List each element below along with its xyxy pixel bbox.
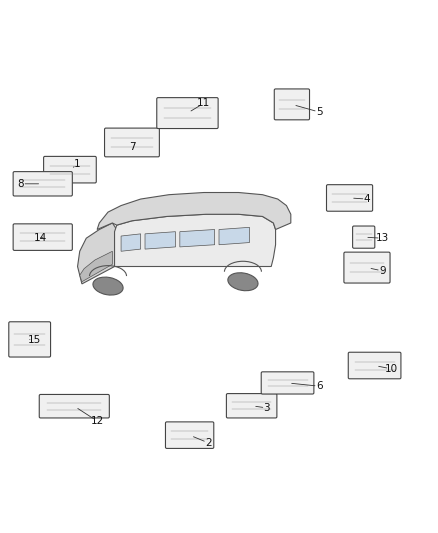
- Text: 1: 1: [74, 159, 81, 169]
- FancyBboxPatch shape: [13, 224, 72, 251]
- Text: 7: 7: [129, 142, 135, 152]
- Text: 2: 2: [205, 438, 212, 448]
- Text: 11: 11: [197, 98, 210, 108]
- Polygon shape: [121, 234, 141, 251]
- Text: 3: 3: [264, 403, 270, 413]
- FancyBboxPatch shape: [105, 128, 159, 157]
- Text: 12: 12: [91, 416, 104, 426]
- Polygon shape: [115, 214, 276, 266]
- FancyBboxPatch shape: [226, 393, 277, 418]
- Polygon shape: [219, 228, 250, 245]
- Polygon shape: [78, 223, 117, 284]
- FancyBboxPatch shape: [13, 172, 72, 196]
- Text: 13: 13: [375, 233, 389, 243]
- FancyBboxPatch shape: [348, 352, 401, 379]
- Text: 4: 4: [364, 194, 370, 204]
- FancyBboxPatch shape: [39, 394, 110, 418]
- FancyBboxPatch shape: [157, 98, 218, 128]
- Polygon shape: [80, 251, 113, 282]
- Text: 9: 9: [379, 266, 385, 276]
- FancyBboxPatch shape: [261, 372, 314, 394]
- FancyBboxPatch shape: [353, 226, 375, 248]
- Polygon shape: [180, 230, 215, 247]
- Text: 5: 5: [316, 107, 322, 117]
- FancyBboxPatch shape: [326, 184, 373, 211]
- FancyBboxPatch shape: [344, 252, 390, 283]
- Text: 15: 15: [28, 335, 41, 345]
- Polygon shape: [145, 232, 176, 249]
- Ellipse shape: [228, 273, 258, 290]
- Ellipse shape: [93, 277, 123, 295]
- Polygon shape: [97, 192, 291, 230]
- FancyBboxPatch shape: [274, 89, 310, 120]
- Text: 8: 8: [18, 179, 24, 189]
- FancyBboxPatch shape: [44, 156, 96, 183]
- FancyBboxPatch shape: [166, 422, 214, 448]
- FancyBboxPatch shape: [9, 322, 50, 357]
- Text: 14: 14: [34, 233, 47, 243]
- Text: 10: 10: [385, 364, 397, 374]
- Text: 6: 6: [316, 381, 322, 391]
